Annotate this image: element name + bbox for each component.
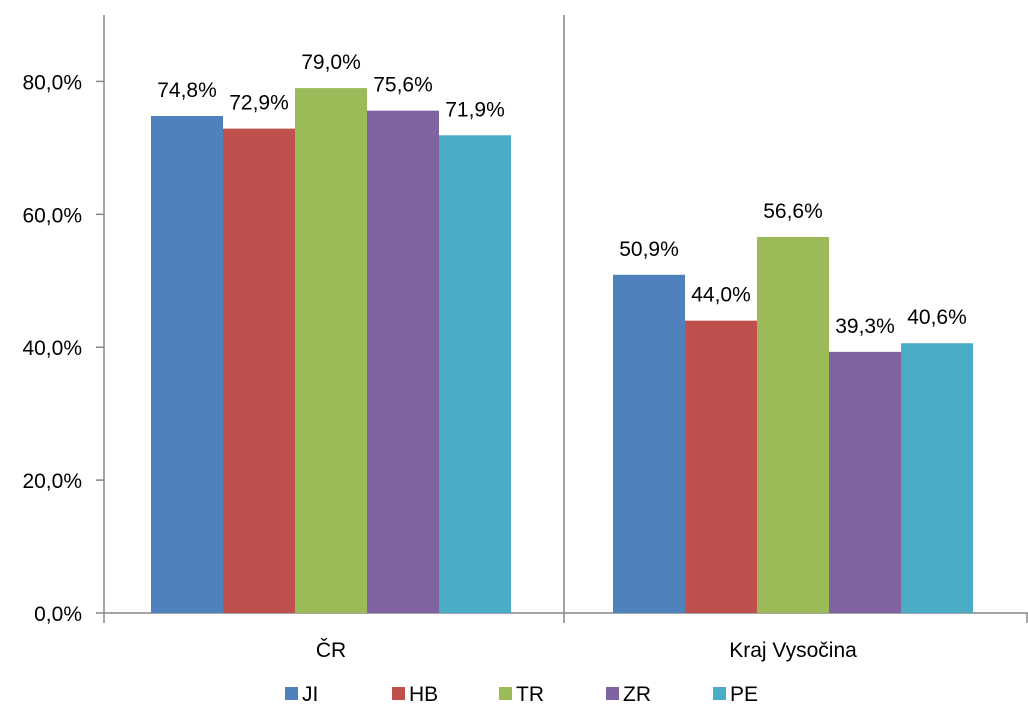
- data-label: 72,9%: [229, 92, 289, 115]
- data-labels: 74,8% 72,9% 79,0% 75,6% 71,9% 50,9% 44,0% 56,6%…: [157, 51, 967, 338]
- data-label: 39,3%: [835, 315, 895, 338]
- bar-ji: [151, 115, 223, 614]
- y-tick-label: 60,0%: [22, 204, 82, 227]
- legend-label-zr: ZR: [623, 683, 651, 706]
- category-label: Kraj Vysočina: [729, 639, 857, 662]
- bar-pe: [439, 135, 511, 613]
- bar-zr: [367, 110, 439, 614]
- data-label: 50,9%: [619, 238, 679, 261]
- y-tick-label: 40,0%: [22, 337, 82, 360]
- legend-swatch-tr: [499, 687, 512, 700]
- data-label: 75,6%: [373, 74, 433, 97]
- legend-label-hb: HB: [409, 683, 438, 706]
- bar-hb: [223, 128, 295, 613]
- legend: JI HB TR ZR PE: [285, 683, 758, 706]
- data-label: 71,9%: [445, 98, 505, 121]
- bar-zr: [829, 351, 901, 613]
- data-label: 44,0%: [691, 284, 751, 307]
- legend-swatch-zr: [606, 687, 619, 700]
- category-label: ČR: [316, 639, 346, 662]
- bar-hb: [685, 320, 757, 613]
- bar-pe: [901, 343, 973, 613]
- bar-tr: [295, 88, 367, 614]
- y-tick-label: 80,0%: [22, 71, 82, 94]
- legend-label-pe: PE: [730, 683, 758, 706]
- legend-swatch-pe: [713, 687, 726, 700]
- y-tick-label: 20,0%: [22, 470, 82, 493]
- legend-swatch-ji: [285, 687, 298, 700]
- bar-ji: [613, 274, 685, 613]
- bar-tr: [757, 236, 829, 613]
- data-label: 74,8%: [157, 79, 217, 102]
- legend-swatch-hb: [392, 687, 405, 700]
- legend-label-ji: JI: [302, 683, 318, 706]
- data-label: 56,6%: [763, 200, 823, 223]
- y-tick-label: 0,0%: [34, 603, 82, 626]
- legend-label-tr: TR: [516, 683, 544, 706]
- data-label: 79,0%: [301, 51, 361, 74]
- bars: [151, 88, 973, 614]
- data-label: 40,6%: [907, 306, 967, 329]
